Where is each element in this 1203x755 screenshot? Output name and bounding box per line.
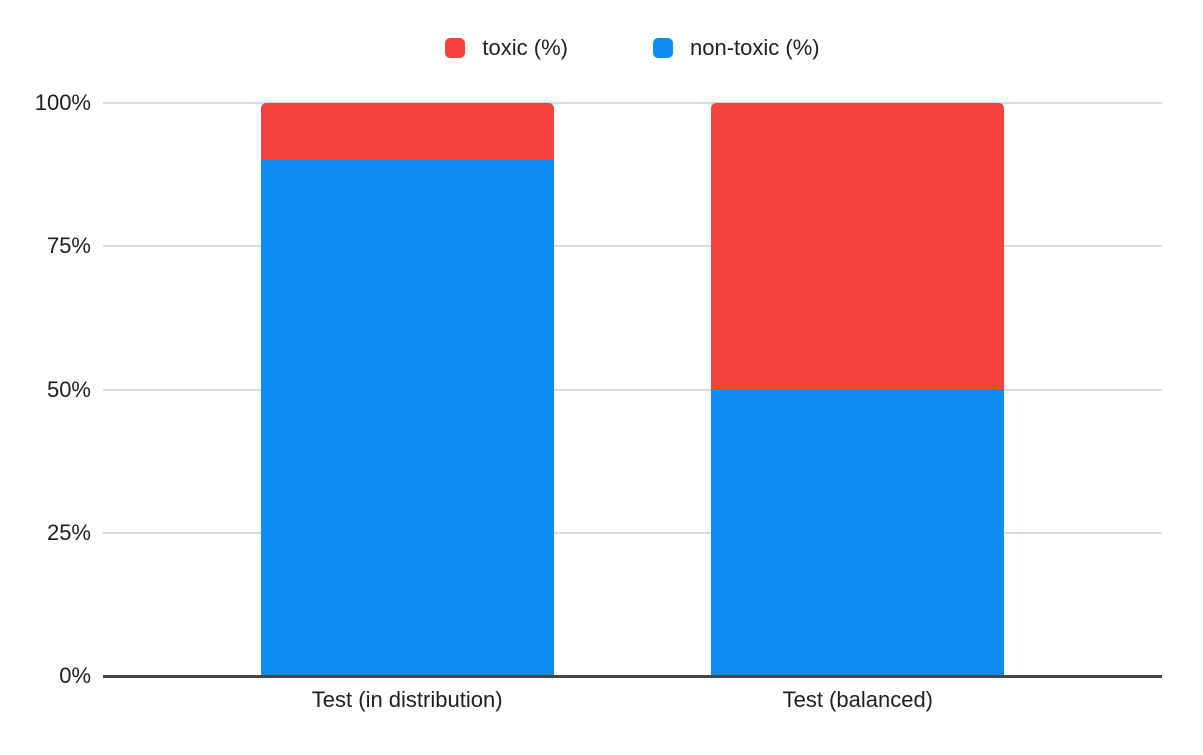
category-label-test-in-distribution: Test (in distribution) bbox=[311, 687, 503, 712]
plot-area bbox=[103, 102, 1162, 678]
gridline-25 bbox=[103, 531, 1162, 534]
legend-swatch-non-toxic bbox=[652, 38, 673, 58]
x-axis-labels: Test (in distribution) Test (balanced) bbox=[103, 687, 1162, 713]
gridline-100 bbox=[103, 102, 1162, 104]
legend-label-toxic: toxic (%) bbox=[482, 35, 568, 60]
bar-segment-toxic-test-balanced bbox=[711, 103, 1005, 390]
bars-group bbox=[103, 103, 1162, 676]
legend-swatch-toxic bbox=[445, 38, 466, 58]
y-tick-label-0: 0% bbox=[59, 663, 91, 688]
chart-legend: toxic (%) non-toxic (%) bbox=[103, 36, 1162, 60]
category-label-test-balanced: Test (balanced) bbox=[782, 687, 934, 712]
stacked-bar-test-balanced bbox=[711, 103, 1005, 676]
legend-item-non-toxic: non-toxic (%) bbox=[652, 35, 820, 60]
bar-segment-non-toxic-test-in-distribution bbox=[260, 160, 554, 676]
legend-label-non-toxic: non-toxic (%) bbox=[689, 35, 820, 60]
gridline-75 bbox=[103, 245, 1162, 248]
y-tick-label-75: 75% bbox=[46, 233, 91, 259]
y-tick-label-100: 100% bbox=[34, 90, 91, 115]
y-tick-label-50: 50% bbox=[46, 376, 91, 402]
gridline-50 bbox=[103, 388, 1162, 391]
bar-segment-non-toxic-test-balanced bbox=[711, 389, 1005, 676]
stacked-bar-test-in-distribution bbox=[260, 103, 554, 676]
y-tick-label-25: 25% bbox=[46, 519, 91, 545]
x-axis-line bbox=[103, 675, 1162, 678]
bar-segment-toxic-test-in-distribution bbox=[260, 103, 554, 161]
legend-item-toxic: toxic (%) bbox=[445, 36, 568, 60]
y-axis-tick-labels: 0% 25% 50% 75% 100% bbox=[0, 90, 91, 688]
